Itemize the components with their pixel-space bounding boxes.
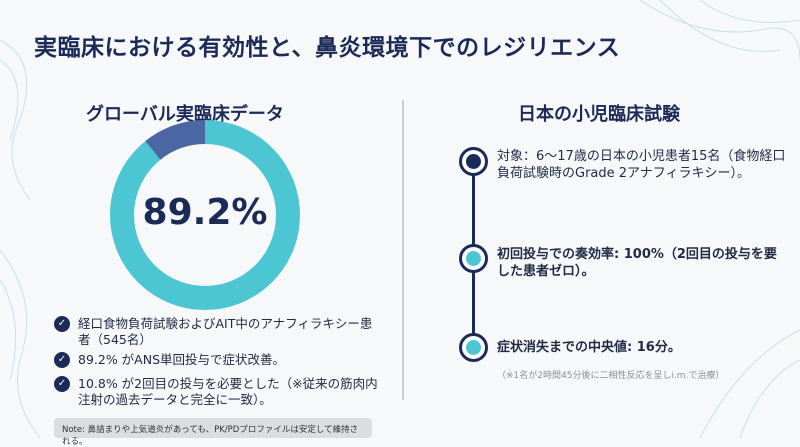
timeline-text: 対象：6〜17歳の日本の小児患者15名（食物経口負荷試験時のGrade 2アナフ… — [497, 149, 786, 181]
donut-chart — [110, 120, 300, 310]
divider — [402, 100, 404, 400]
global-data-heading: グローバル実臨床データ — [86, 104, 284, 125]
bullet-item: ✓ 89.2% がANS単回投与で症状改善。 — [54, 352, 384, 368]
check-icon: ✓ — [54, 376, 70, 392]
timeline-text: 症状消失までの中央値: 16分。 — [497, 340, 681, 355]
check-icon: ✓ — [54, 316, 70, 332]
timeline-node — [459, 333, 488, 362]
bullet-item: ✓ 経口食物負荷試験およびAIT中のアナフィラキシー患者（545名） — [54, 316, 384, 348]
bullet-item: ✓ 10.8% が2回目の投与を必要とした（※従来の筋肉内注射の過去データと完全に… — [54, 376, 384, 408]
footnote: （※1名が2時間45分後に二相性反応を呈しi.m.で治療） — [497, 371, 725, 381]
check-icon: ✓ — [54, 352, 70, 368]
timeline-node — [459, 244, 488, 273]
donut-segment-secondary — [110, 120, 300, 310]
page-title: 実臨床における有効性と、鼻炎環境下でのレジリエンス — [34, 35, 621, 61]
donut-value: 89.2% — [142, 192, 268, 233]
timeline-text: 初回投与での奏効率: 100%（2回目の投与を要した患者ゼロ）。 — [497, 247, 777, 279]
note-box: Note: 鼻詰まりや上気道炎があっても、PK/PDプロファイルは安定して維持さ… — [54, 418, 372, 447]
japan-trial-heading: 日本の小児臨床試験 — [518, 104, 680, 125]
timeline-node — [459, 147, 488, 176]
